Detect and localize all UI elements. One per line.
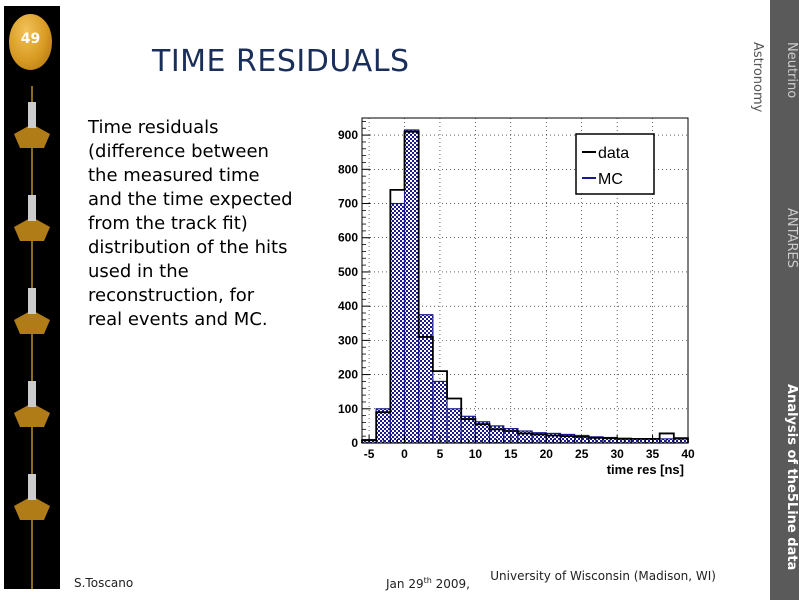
footer-author: S.Toscano (74, 576, 134, 590)
x-axis: -5 0 5 10 15 20 25 30 35 40 (364, 435, 695, 461)
x-tick-label-7: 30 (610, 447, 624, 461)
right-nav-bar (770, 0, 799, 600)
mc-bar-6 (446, 408, 462, 444)
mc-bar-3 (403, 129, 420, 444)
side-nav-antares[interactable]: ANTARES (784, 208, 799, 268)
footer-institution: University of Wisconsin (Madison, WI) (490, 569, 716, 583)
x-tick-label-9: 40 (681, 447, 695, 461)
y-tick-label-7: 700 (338, 197, 358, 211)
legend-data-label: data (598, 145, 629, 162)
footer-date-main: Jan 29 (386, 577, 424, 591)
page-title: TIME RESIDUALS (152, 44, 410, 79)
time-residual-histogram: 0 100 200 300 400 500 600 700 800 900 -5 0 5 10 15 20 2… (338, 117, 695, 477)
y-tick-label-8: 800 (338, 162, 358, 176)
y-tick-label-9: 900 (338, 128, 358, 142)
slide-number-badge: 49 (9, 14, 52, 70)
x-tick-label-5: 20 (540, 447, 554, 461)
mc-bar-7 (460, 415, 476, 444)
y-tick-label-6: 600 (338, 231, 358, 245)
data-series-line (361, 130, 689, 443)
y-tick-label-5: 500 (338, 265, 358, 279)
footer-date: Jan 29th 2009, (386, 576, 470, 591)
footer-date-year: 2009, (431, 577, 470, 591)
legend: data MC (575, 133, 655, 195)
y-tick-label-2: 200 (338, 368, 358, 382)
y-tick-label-0: 0 (351, 436, 358, 450)
legend-mc-label: MC (598, 171, 623, 188)
side-nav-analysis[interactable]: Analysis of the5Line data (784, 384, 799, 571)
optical-module-icon (14, 381, 50, 427)
mc-bar-4 (418, 314, 434, 444)
side-nav-neutrino[interactable]: Neutrino (784, 42, 799, 99)
mc-bar-5 (432, 380, 448, 444)
mc-bar-2 (389, 202, 406, 444)
optical-module-icon (14, 102, 50, 148)
x-tick-label-2: 5 (437, 447, 444, 461)
x-tick-label-8: 35 (646, 447, 660, 461)
optical-module-icon (14, 474, 50, 520)
y-tick-label-1: 100 (338, 402, 358, 416)
footer-date-sup: th (423, 576, 432, 585)
legend-box (575, 133, 655, 195)
y-tick-label-3: 300 (338, 333, 358, 347)
x-tick-label-1: 0 (401, 447, 408, 461)
x-tick-label-4: 15 (504, 447, 518, 461)
optical-module-icon (14, 288, 50, 334)
x-tick-label-3: 10 (469, 447, 483, 461)
x-tick-label-0: -5 (364, 447, 375, 461)
left-decoration-bar (4, 6, 60, 589)
optical-module-icon (14, 195, 50, 241)
y-axis: 0 100 200 300 400 500 600 700 800 900 (338, 121, 370, 450)
x-axis-label: time res [ns] (607, 462, 684, 477)
detector-string-graphic (14, 86, 50, 589)
mc-bar-1 (375, 408, 391, 444)
body-text: Time residuals (difference between the m… (88, 117, 293, 330)
y-tick-label-4: 400 (338, 299, 358, 313)
x-tick-label-6: 25 (575, 447, 589, 461)
side-nav-astronomy[interactable]: Astronomy (750, 42, 765, 113)
